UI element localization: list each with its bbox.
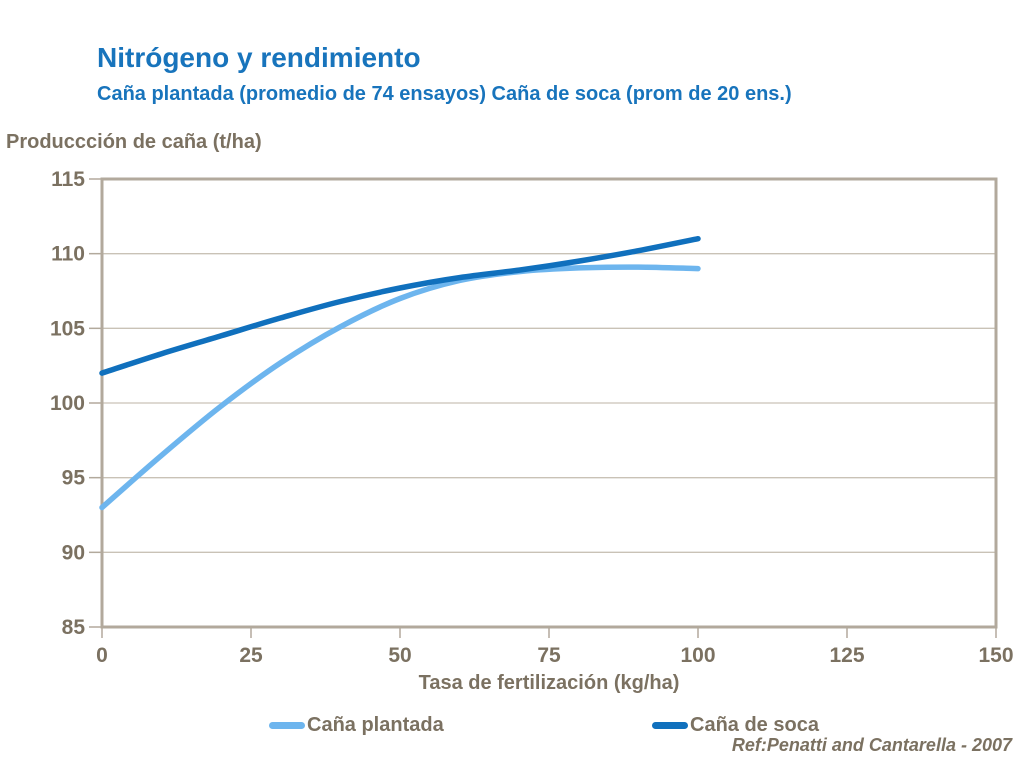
x-tick-label: 25 [239,644,263,667]
x-tick-label: 125 [829,644,864,667]
x-tick-label: 150 [978,644,1013,667]
y-tick-label: 85 [62,616,86,639]
x-axis-title: Tasa de fertilización (kg/ha) [418,672,680,694]
legend-item-cana-de-soca: Caña de soca [652,714,819,737]
x-tick-label: 75 [537,644,561,667]
y-axis-title: Produccción de caña (t/ha) [6,131,262,153]
y-tick-label: 105 [50,317,85,340]
legend-label-cana-de-soca: Caña de soca [690,714,819,736]
y-tick-label: 90 [62,541,85,564]
x-tick-label: 0 [96,644,108,667]
series-line-cana-plantada [99,264,701,511]
y-tick-label: 110 [51,243,85,266]
legend-swatch-cana-plantada [269,722,305,729]
legend-label-cana-plantada: Caña plantada [307,714,444,736]
series-line-cana-de-soca [99,235,701,376]
legend-item-cana-plantada: Caña plantada [269,714,444,737]
plot-border [100,177,998,629]
y-tick-label: 100 [50,392,85,415]
x-tick-label: 100 [680,644,715,667]
chart-title: Nitrógeno y rendimiento [97,42,421,73]
y-tick-label: 115 [51,168,85,191]
legend-swatch-cana-de-soca [652,722,688,729]
chart-subtitle: Caña plantada (promedio de 74 ensayos) C… [97,83,792,105]
x-tick-label: 50 [388,644,411,667]
legend: Caña plantada Caña de soca [0,714,1022,742]
reference-note: Ref:Penatti and Cantarella - 2007 [731,735,1012,755]
y-tick-label: 95 [62,467,86,490]
